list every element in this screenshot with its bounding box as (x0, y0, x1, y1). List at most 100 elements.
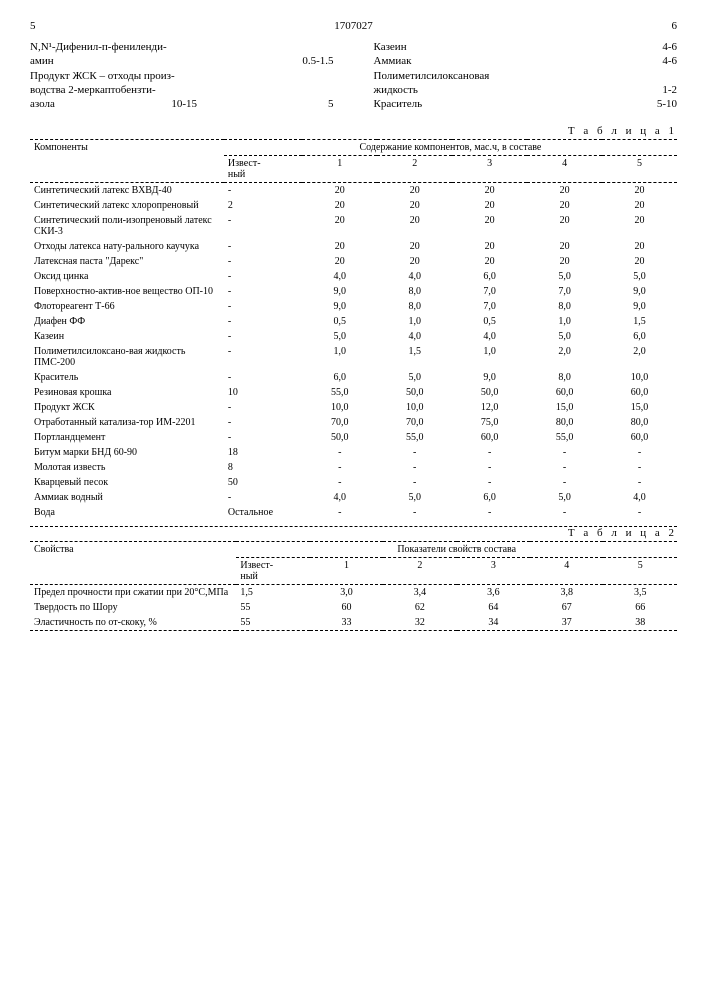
cell-value: 50 (224, 475, 302, 490)
col-head: 4 (527, 156, 602, 183)
page-header: 5 1707027 6 (30, 20, 677, 32)
row-name: Предел прочности при сжатии при 20°С,МПа (30, 585, 236, 601)
table2-label: Т а б л и ц а 2 (30, 526, 677, 539)
t2-head-izv: Извест- ный (236, 558, 309, 585)
cell-value: 50,0 (452, 385, 527, 400)
cell-value: 60,0 (452, 430, 527, 445)
cell-value: - (302, 460, 377, 475)
cell-value: 20 (602, 183, 677, 199)
table-row: Латексная паста "Дарекс"-2020202020 (30, 254, 677, 269)
cell-value: 3,8 (530, 585, 603, 601)
cell-value: 62 (383, 600, 456, 615)
row-name: Синтетический латекс ВХВД-40 (30, 183, 224, 199)
table-row: Предел прочности при сжатии при 20°С,МПа… (30, 585, 677, 601)
cell-value: - (602, 475, 677, 490)
col-head: 1 (302, 156, 377, 183)
cell-value: 6,0 (452, 269, 527, 284)
cell-value: - (452, 445, 527, 460)
cell-value: - (602, 505, 677, 520)
cell-value: - (224, 284, 302, 299)
cell-value: 20 (602, 213, 677, 239)
row-name: Поверхностно-актив-ное вещество ОП-10 (30, 284, 224, 299)
col-head: 4 (530, 558, 603, 585)
cell-value: 5,0 (377, 370, 452, 385)
cell-value: - (224, 183, 302, 199)
table-row: Синтетический латекс ВХВД-40-2020202020 (30, 183, 677, 199)
cell-value: 3,5 (603, 585, 677, 601)
cell-value: - (224, 344, 302, 370)
table-row: Отходы латекса нату-рального каучука-202… (30, 239, 677, 254)
cell-value: - (377, 475, 452, 490)
cell-value: 80,0 (602, 415, 677, 430)
cell-value: 2,0 (602, 344, 677, 370)
row-name: Оксид цинка (30, 269, 224, 284)
col-head: 3 (452, 156, 527, 183)
cell-value: 5,0 (602, 269, 677, 284)
cell-value: 55,0 (302, 385, 377, 400)
t2-head-span: Показатели свойств состава (236, 542, 677, 558)
cell-value: - (302, 475, 377, 490)
cell-value: 20 (452, 198, 527, 213)
cell-value: 66 (603, 600, 677, 615)
cell-value: 10,0 (302, 400, 377, 415)
row-name: Кварцевый песок (30, 475, 224, 490)
cell-value: - (527, 475, 602, 490)
cell-value: 3,6 (457, 585, 530, 601)
row-name: Краситель (30, 370, 224, 385)
cell-value: 80,0 (527, 415, 602, 430)
cell-value: - (527, 505, 602, 520)
cell-value: 20 (377, 254, 452, 269)
left-five: 5 (314, 97, 334, 111)
cell-value: 5,0 (527, 329, 602, 344)
col-head: 5 (602, 156, 677, 183)
row-name: Полиметилсилоксано-вая жидкость ПМС-200 (30, 344, 224, 370)
table-row: Аммиак водный-4,05,06,05,04,0 (30, 490, 677, 505)
table-row: Казеин-5,04,04,05,06,0 (30, 329, 677, 344)
cell-value: - (224, 213, 302, 239)
right-text: жидкость (374, 83, 418, 97)
cell-value: - (224, 239, 302, 254)
right-text: Аммиак (374, 54, 412, 68)
row-name: Резиновая крошка (30, 385, 224, 400)
table-row: Флотореагент Т-66-9,08,07,08,09,0 (30, 299, 677, 314)
cell-value: - (527, 460, 602, 475)
cell-value: 9,0 (452, 370, 527, 385)
cell-value: 20 (302, 213, 377, 239)
cell-value: 37 (530, 615, 603, 631)
cell-value: 3,0 (310, 585, 383, 601)
t1-head-span: Содержание компонентов, мас.ч, в составе (224, 140, 677, 156)
cell-value: - (224, 299, 302, 314)
cell-value: 20 (527, 198, 602, 213)
cell-value: 20 (452, 239, 527, 254)
cell-value: - (302, 445, 377, 460)
t1-head-izv: Извест- ный (224, 156, 302, 183)
cell-value: 9,0 (302, 284, 377, 299)
cell-value: 20 (602, 254, 677, 269)
table-row: Портландцемент-50,055,060,055,060,0 (30, 430, 677, 445)
cell-value: 64 (457, 600, 530, 615)
cell-value: 4,0 (377, 269, 452, 284)
cell-value: 15,0 (602, 400, 677, 415)
cell-value: - (224, 490, 302, 505)
left-text: Продукт ЖСК – отходы произ- (30, 69, 175, 83)
cell-value: 10 (224, 385, 302, 400)
cell-value: - (452, 505, 527, 520)
cell-value: 4,0 (602, 490, 677, 505)
row-name: Диафен ФФ (30, 314, 224, 329)
top-columns: N,N¹-Дифенил-п-фениленди- амин0.5-1.5 Пр… (30, 40, 677, 111)
table-row: Синтетический латекс хлоропреновый220202… (30, 198, 677, 213)
cell-value: 20 (377, 239, 452, 254)
table-row: Краситель-6,05,09,08,010,0 (30, 370, 677, 385)
table-row: Твердость по Шору556062646766 (30, 600, 677, 615)
cell-value: 4,0 (302, 490, 377, 505)
cell-value: 15,0 (527, 400, 602, 415)
row-name: Отработанный катализа-тор ИМ-2201 (30, 415, 224, 430)
cell-value: 9,0 (602, 284, 677, 299)
cell-value: 1,5 (236, 585, 309, 601)
cell-value: 60,0 (602, 430, 677, 445)
table-row: Продукт ЖСК-10,010,012,015,015,0 (30, 400, 677, 415)
cell-value: 4,0 (377, 329, 452, 344)
cell-value: 55,0 (377, 430, 452, 445)
row-name: Молотая известь (30, 460, 224, 475)
t2-head-comp: Свойства (30, 542, 236, 585)
